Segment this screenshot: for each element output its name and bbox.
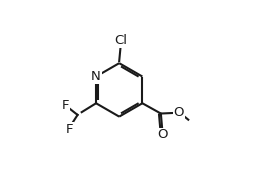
Text: F: F (61, 99, 69, 112)
Text: O: O (157, 128, 168, 141)
Text: O: O (173, 106, 184, 119)
Text: F: F (66, 123, 73, 136)
Text: Cl: Cl (114, 34, 127, 47)
Text: N: N (91, 70, 101, 83)
